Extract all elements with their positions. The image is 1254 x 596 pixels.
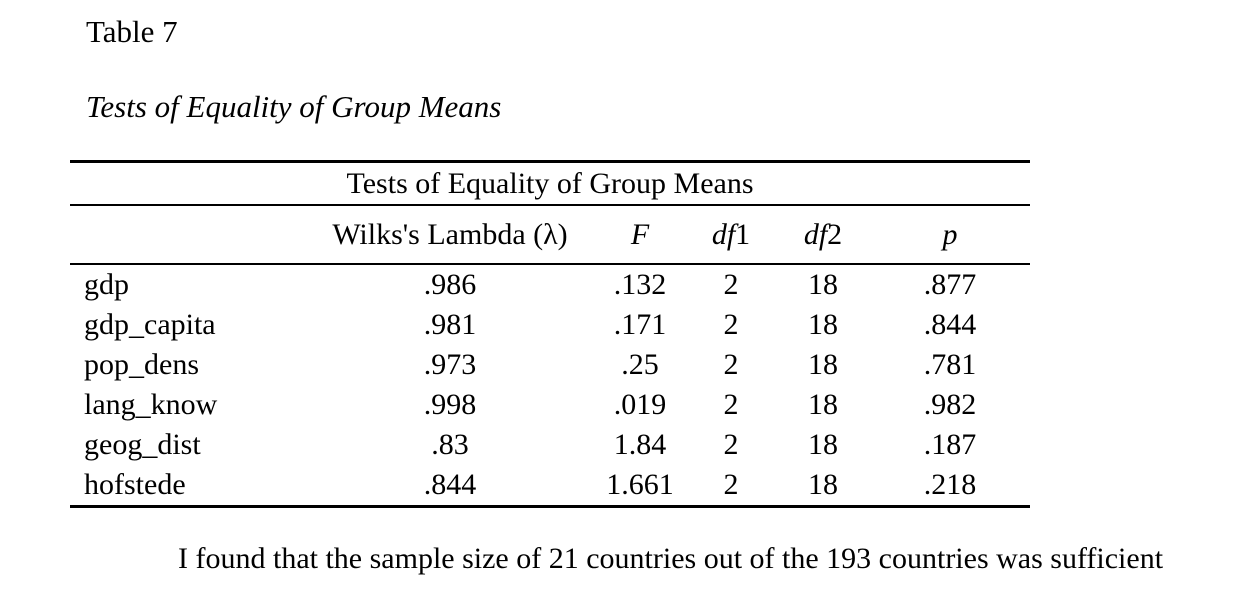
column-header-f: F (594, 205, 686, 265)
row-label: hofstede (84, 468, 186, 501)
df2-value: 18 (808, 308, 838, 341)
table-spanning-header: Tests of Equality of Group Means (70, 161, 1031, 206)
wilks-value: .981 (423, 308, 477, 341)
table-row-gdp: gdp .986 .132 2 18 .877 (70, 264, 1030, 305)
table-number: Table 7 (86, 14, 178, 49)
df2-value: 18 (808, 268, 838, 301)
df2-value: 18 (808, 388, 838, 421)
wilks-value: .986 (423, 268, 477, 301)
column-header-df2-number-part: 2 (827, 217, 843, 251)
f-value: .132 (613, 268, 667, 301)
f-value: .171 (613, 308, 667, 341)
table-row-gdp-capita: gdp_capita .981 .171 2 18 .844 (70, 305, 1030, 345)
table-spanning-header-row: Tests of Equality of Group Means (70, 161, 1031, 206)
column-header-df1-number-part: 1 (735, 217, 751, 251)
table-column-header-row: Wilks's Lambda (λ) F df1 df2 p (70, 205, 1031, 265)
f-value: .25 (621, 348, 659, 381)
df1-value: 2 (723, 468, 739, 501)
df1-value: 2 (723, 348, 739, 381)
column-header-df2: df2 (776, 205, 870, 265)
row-label: geog_dist (84, 428, 201, 461)
p-value: .218 (923, 468, 977, 501)
row-label: gdp_capita (84, 308, 216, 341)
f-value: 1.661 (606, 468, 674, 501)
df1-value: 2 (723, 428, 739, 461)
wilks-value: .83 (431, 428, 469, 461)
table-row-hofstede: hofstede .844 1.661 2 18 .218 (70, 465, 1030, 507)
column-header-p: p (870, 205, 1031, 265)
column-header-df2-italic-part: df (803, 217, 828, 251)
row-label: lang_know (84, 388, 218, 421)
column-header-df1-italic-part: df (711, 217, 736, 251)
wilks-value: .973 (423, 348, 477, 381)
body-paragraph: I found that the sample size of 21 count… (178, 542, 1164, 575)
f-value: 1.84 (613, 428, 667, 461)
df1-value: 2 (723, 388, 739, 421)
df2-value: 18 (808, 348, 838, 381)
p-value: .982 (923, 388, 977, 421)
row-label: pop_dens (84, 348, 199, 381)
p-value: .187 (923, 428, 977, 461)
table-row-lang-know: lang_know .998 .019 2 18 .982 (70, 385, 1030, 425)
column-header-df1: df1 (686, 205, 776, 265)
df2-value: 18 (808, 468, 838, 501)
df2-value: 18 (808, 428, 838, 461)
p-value: .844 (923, 308, 977, 341)
column-header-wilks-lambda: Wilks's Lambda (λ) (306, 205, 594, 265)
group-means-table: Tests of Equality of Group Means Wilks's… (70, 160, 1031, 508)
wilks-value: .844 (423, 468, 477, 501)
table-row-geog-dist: geog_dist .83 1.84 2 18 .187 (70, 425, 1030, 465)
wilks-value: .998 (423, 388, 477, 421)
df1-value: 2 (723, 268, 739, 301)
table-row-pop-dens: pop_dens .973 .25 2 18 .781 (70, 345, 1030, 385)
p-value: .781 (923, 348, 977, 381)
p-value: .877 (923, 268, 977, 301)
column-header-rowhead (70, 205, 306, 265)
table-caption: Tests of Equality of Group Means (86, 89, 502, 124)
row-label: gdp (84, 268, 129, 301)
df1-value: 2 (723, 308, 739, 341)
f-value: .019 (613, 388, 667, 421)
